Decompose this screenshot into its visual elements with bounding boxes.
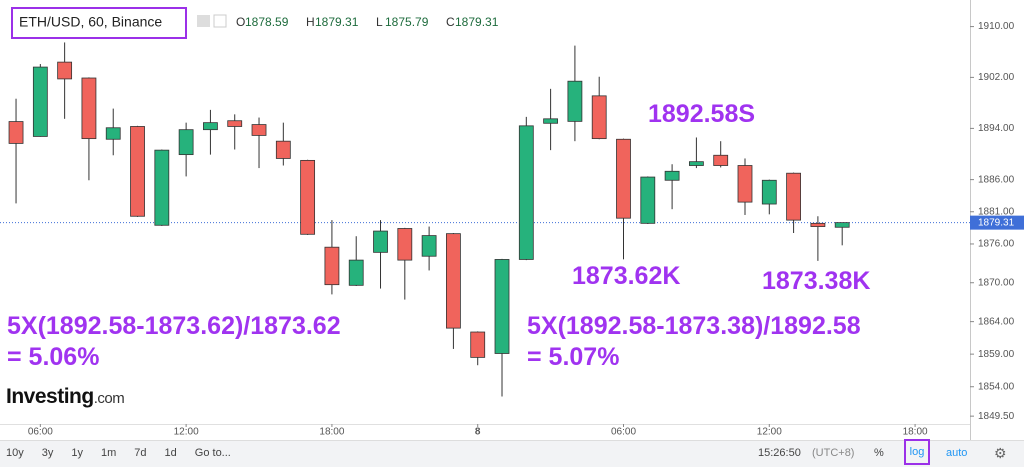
range-button[interactable]: 3y bbox=[41, 447, 54, 459]
candle-body bbox=[737, 165, 753, 203]
candle-body bbox=[275, 140, 291, 159]
ohlc-value: 1878.59 bbox=[245, 15, 289, 29]
ohlc-label: O bbox=[236, 15, 245, 29]
range-button[interactable]: 1y bbox=[71, 447, 83, 459]
candle-body bbox=[421, 235, 437, 257]
x-tick-label: 8 bbox=[475, 427, 481, 438]
candle-body bbox=[543, 118, 559, 124]
candle-body bbox=[105, 127, 121, 140]
y-tick-label: 1886.00 bbox=[978, 174, 1015, 185]
candle-body bbox=[130, 126, 145, 217]
candle-body bbox=[300, 159, 316, 235]
candle-body bbox=[178, 129, 194, 156]
candle-body bbox=[664, 170, 680, 181]
ohlc-value: 1879.31 bbox=[455, 15, 499, 29]
eye-icon bbox=[197, 15, 210, 27]
log-button[interactable]: log bbox=[904, 439, 930, 465]
range-button[interactable]: 7d bbox=[134, 447, 147, 459]
x-tick-label: 06:00 bbox=[611, 427, 636, 438]
annotation: 1892.58S bbox=[648, 100, 756, 128]
y-tick-label: 1876.00 bbox=[978, 239, 1015, 250]
candle-body bbox=[251, 124, 267, 136]
candle-body bbox=[591, 95, 607, 140]
ohlc-value: 1875.79 bbox=[385, 15, 429, 29]
annotation: 5X(1892.58-1873.62)/1873.62 bbox=[7, 312, 341, 340]
x-tick-label: 18:00 bbox=[903, 427, 928, 438]
candle-body bbox=[57, 61, 73, 80]
candle-body bbox=[640, 176, 656, 224]
logo: Investing.com bbox=[6, 385, 125, 409]
y-tick-label: 1864.00 bbox=[978, 316, 1015, 327]
candle-body bbox=[81, 77, 97, 140]
ohlc-label: L bbox=[376, 15, 383, 29]
range-button[interactable]: 10y bbox=[6, 447, 24, 459]
annotation: 1873.62K bbox=[572, 262, 681, 290]
x-tick-label: 12:00 bbox=[757, 427, 782, 438]
last-price-label: 1879.31 bbox=[978, 217, 1015, 228]
candle-body bbox=[324, 246, 340, 286]
candle-body bbox=[810, 222, 826, 227]
timezone: (UTC+8) bbox=[812, 447, 855, 459]
candle-body bbox=[616, 138, 631, 219]
y-tick-label: 1881.00 bbox=[978, 206, 1015, 217]
range-button[interactable]: Go to... bbox=[194, 447, 231, 459]
auto-button[interactable]: auto bbox=[946, 447, 968, 459]
candle-body bbox=[203, 122, 218, 131]
candle-body bbox=[227, 120, 243, 127]
candle-body bbox=[518, 125, 534, 260]
y-tick-label: 1849.50 bbox=[978, 411, 1015, 422]
chart: ETH/USD, 60, Binance O 1878.59 H 1879.31 L 18… bbox=[0, 0, 1024, 440]
annotation: 5X(1892.58-1873.38)/1892.58 bbox=[527, 312, 861, 340]
candle-body bbox=[8, 121, 24, 144]
range-button[interactable]: 1m bbox=[101, 447, 117, 459]
x-tick-label: 06:00 bbox=[28, 427, 53, 438]
annotation: 1873.38K bbox=[762, 267, 871, 295]
annotation: = 5.07% bbox=[527, 343, 620, 371]
candle-body bbox=[834, 222, 850, 228]
settings-icon bbox=[213, 14, 227, 28]
last-price-tag bbox=[970, 215, 1024, 230]
range-button[interactable]: 1d bbox=[164, 447, 177, 459]
gear-button[interactable]: ⚙ bbox=[994, 445, 1007, 461]
candle-body bbox=[446, 233, 461, 329]
symbol-box bbox=[11, 7, 187, 39]
ohlc-value: 1879.31 bbox=[315, 15, 359, 29]
candle-body bbox=[32, 66, 48, 137]
y-tick-label: 1902.00 bbox=[978, 72, 1015, 83]
clock: 15:26:50 bbox=[758, 447, 801, 459]
y-tick-label: 1859.00 bbox=[978, 349, 1015, 360]
y-tick-label: 1894.00 bbox=[978, 123, 1015, 134]
ohlc-label: C bbox=[446, 15, 455, 29]
percent-button[interactable]: % bbox=[874, 447, 884, 459]
candle-body bbox=[494, 259, 510, 354]
ohlc-label: H bbox=[306, 15, 315, 29]
x-tick-label: 12:00 bbox=[174, 427, 199, 438]
y-tick-label: 1910.00 bbox=[978, 21, 1015, 32]
candle-body bbox=[373, 230, 388, 253]
range-buttons: 10y 3y 1y 1m 7d 1d Go to... bbox=[6, 440, 249, 466]
annotation: = 5.06% bbox=[7, 343, 100, 371]
y-tick-label: 1854.00 bbox=[978, 381, 1015, 392]
y-tick-label: 1870.00 bbox=[978, 277, 1015, 288]
candle-body bbox=[786, 172, 801, 221]
candle-body bbox=[713, 154, 729, 166]
candle-body bbox=[761, 179, 777, 205]
symbol: ETH/USD, 60, Binance bbox=[19, 14, 162, 30]
candle-body bbox=[397, 228, 413, 261]
logo-main: Investing bbox=[6, 385, 94, 408]
candle-body bbox=[567, 80, 583, 122]
candle-body bbox=[688, 161, 704, 166]
candle-body bbox=[154, 149, 170, 226]
logo-suffix: .com bbox=[93, 390, 125, 407]
candle-body bbox=[470, 331, 486, 358]
candle-body bbox=[348, 259, 364, 286]
toolbar bbox=[0, 440, 1024, 467]
x-tick-label: 18:00 bbox=[319, 427, 344, 438]
